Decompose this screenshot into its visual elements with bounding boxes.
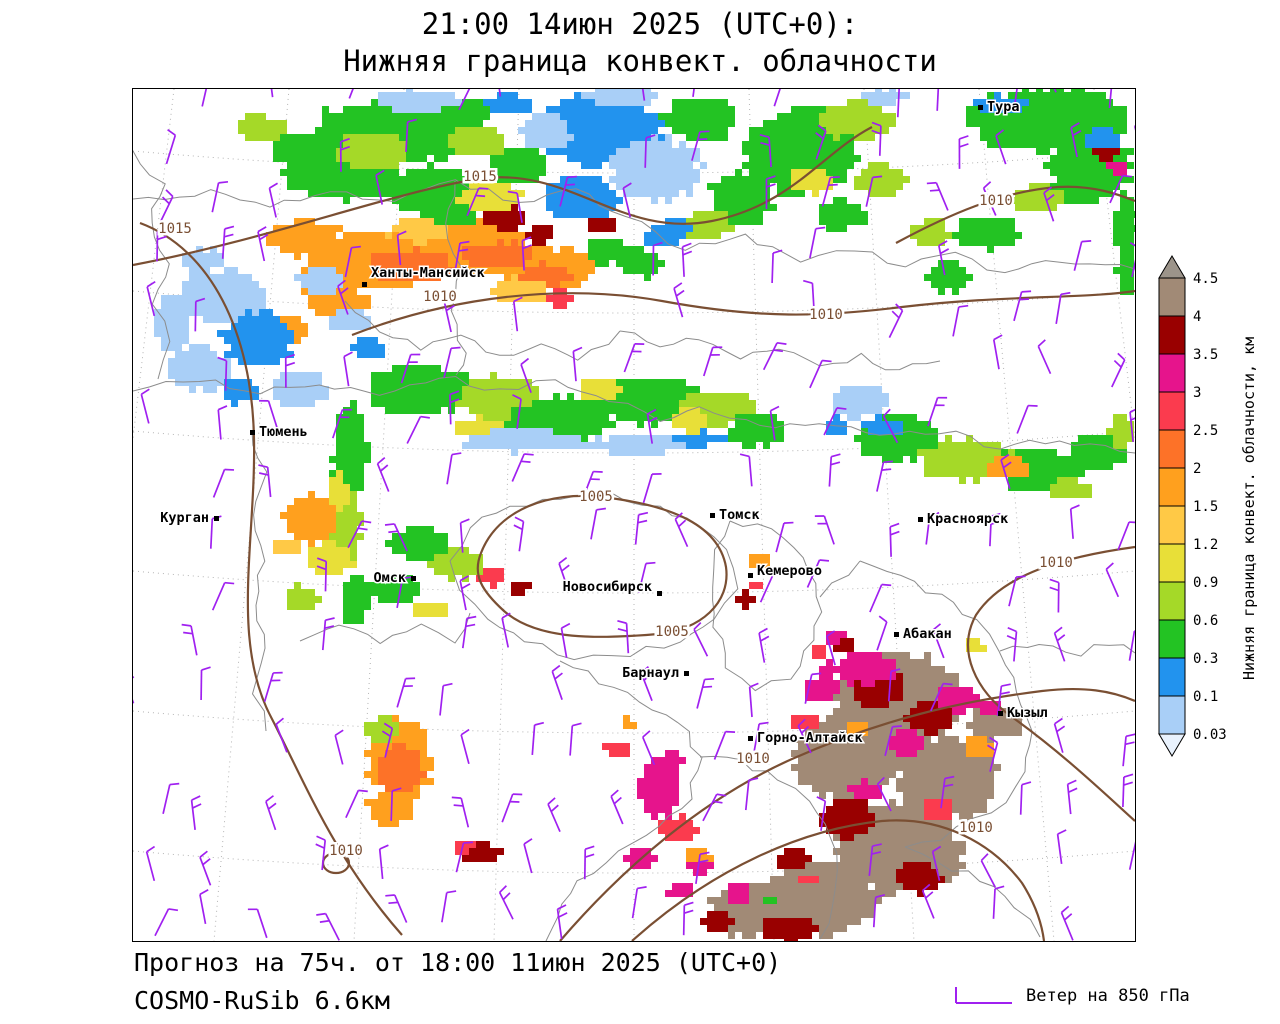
city-dot (710, 513, 715, 518)
colorbar-tick-label: 1.2 (1193, 537, 1218, 553)
colorbar-tick-label: 4 (1193, 309, 1201, 325)
colorbar-title: Нижняя граница конвект. облачности, км (1240, 336, 1258, 680)
isobar-label: 1010 (979, 193, 1013, 209)
city-dot (657, 591, 662, 596)
city-dot (214, 516, 219, 521)
colorbar-segment (1158, 353, 1186, 393)
city-dot (978, 105, 983, 110)
isobar-labels: 1015 1015 1010 1010 1010 1005 1005 1010 1010 1010… (156, 167, 1076, 862)
city-label: Кызыл (1007, 705, 1048, 721)
colorbar-tick-label: 4.5 (1193, 271, 1218, 287)
colorbar-arrow-bottom-icon (1158, 733, 1186, 757)
colorbar-tick-label: 1.5 (1193, 499, 1218, 515)
city-label: Томск (719, 507, 760, 523)
isobars (133, 126, 1135, 941)
colorbar-arrow-top-icon (1158, 255, 1186, 279)
wind-barbs (133, 89, 1135, 941)
city-label: Горно-Алтайск (757, 730, 863, 746)
colorbar-segment (1158, 695, 1186, 735)
colorbar-segment (1158, 581, 1186, 621)
city-label: Ханты-Мансийск (371, 265, 485, 281)
city-dot (411, 576, 416, 581)
city-label: Абакан (903, 626, 952, 642)
city-label: Новосибирск (563, 579, 652, 595)
city-label: Тура (987, 99, 1020, 115)
title-block: 21:00 14июн 2025 (UTC+0): Нижняя граница… (0, 6, 1280, 80)
isobar-label: 1010 (329, 843, 363, 859)
isobar-label: 1010 (959, 820, 993, 836)
colorbar-tick-label: 0.6 (1193, 613, 1218, 629)
colorbar-tick-label: 0.03 (1193, 727, 1227, 743)
colorbar-tick-label: 0.3 (1193, 651, 1218, 667)
isobar-label: 1015 (463, 169, 497, 185)
isobar-label: 1010 (736, 751, 770, 767)
colorbar-segment (1158, 505, 1186, 545)
isobar-label: 1005 (655, 624, 689, 640)
city-dot (684, 671, 689, 676)
city-dot (998, 711, 1003, 716)
city-label: Красноярск (927, 511, 1008, 527)
city-dot (748, 573, 753, 578)
title-line-1: 21:00 14июн 2025 (UTC+0): (421, 7, 859, 41)
colorbar-tick-label: 3.5 (1193, 347, 1218, 363)
weather-map: 1015 1015 1010 1010 1010 1005 1005 1010 1010 1010… (133, 89, 1135, 941)
region-borders (133, 150, 1135, 941)
colorbar-tick-label: 0.1 (1193, 689, 1218, 705)
colorbar-segment (1158, 277, 1186, 317)
isobar-label: 1005 (579, 489, 613, 505)
wind-barb-icon (955, 987, 1012, 1004)
colorbar-tick-label: 3 (1193, 385, 1201, 401)
city-markers: Тура Ханты-Мансийск Тюмень Курган Омск Томск Н… (159, 98, 1049, 748)
city-dot (748, 736, 753, 741)
colorbar-segment (1158, 467, 1186, 507)
city-dot (918, 517, 923, 522)
colorbar-tick-label: 0.9 (1193, 575, 1218, 591)
forecast-info-line: Прогноз на 75ч. от 18:00 11июн 2025 (UTC… (134, 948, 782, 977)
colorbar-segment (1158, 391, 1186, 431)
title-line-2: Нижняя граница конвект. облачности (343, 44, 937, 78)
colorbar-segment (1158, 429, 1186, 469)
map-frame: 1015 1015 1010 1010 1010 1005 1005 1010 1010 1010… (132, 88, 1136, 942)
isobar-label: 1010 (809, 307, 843, 323)
city-label: Кемерово (757, 563, 822, 579)
colorbar-scale: 4.5 4 3.5 3 2.5 2 1.5 1.2 0.9 0.6 0.3 0.1 0.03 (1158, 255, 1227, 757)
city-label: Тюмень (259, 424, 308, 440)
city-dot (250, 430, 255, 435)
colorbar: 4.5 4 3.5 3 2.5 2 1.5 1.2 0.9 0.6 0.3 0.1 0.03 (1158, 255, 1238, 763)
wind-legend-label: Ветер на 850 гПа (1026, 986, 1190, 1006)
colorbar-tick-label: 2 (1193, 461, 1201, 477)
isobar-label: 1010 (423, 289, 457, 305)
colorbar-segment (1158, 543, 1186, 583)
colorbar-tick-label: 2.5 (1193, 423, 1218, 439)
isobar-label: 1010 (1039, 555, 1073, 571)
wind-legend: Ветер на 850 гПа (948, 982, 1190, 1010)
city-dot (362, 282, 367, 287)
city-dot (894, 632, 899, 637)
model-info-line: COSMO-RuSib 6.6км (134, 986, 390, 1015)
colorbar-segment (1158, 657, 1186, 697)
colorbar-segment (1158, 619, 1186, 659)
colorbar-segment (1158, 315, 1186, 355)
city-label: Омск (373, 570, 406, 586)
isobar-label: 1015 (158, 221, 192, 237)
city-label: Барнаул (622, 665, 679, 681)
city-label: Курган (160, 510, 209, 526)
graticule (133, 89, 1135, 941)
